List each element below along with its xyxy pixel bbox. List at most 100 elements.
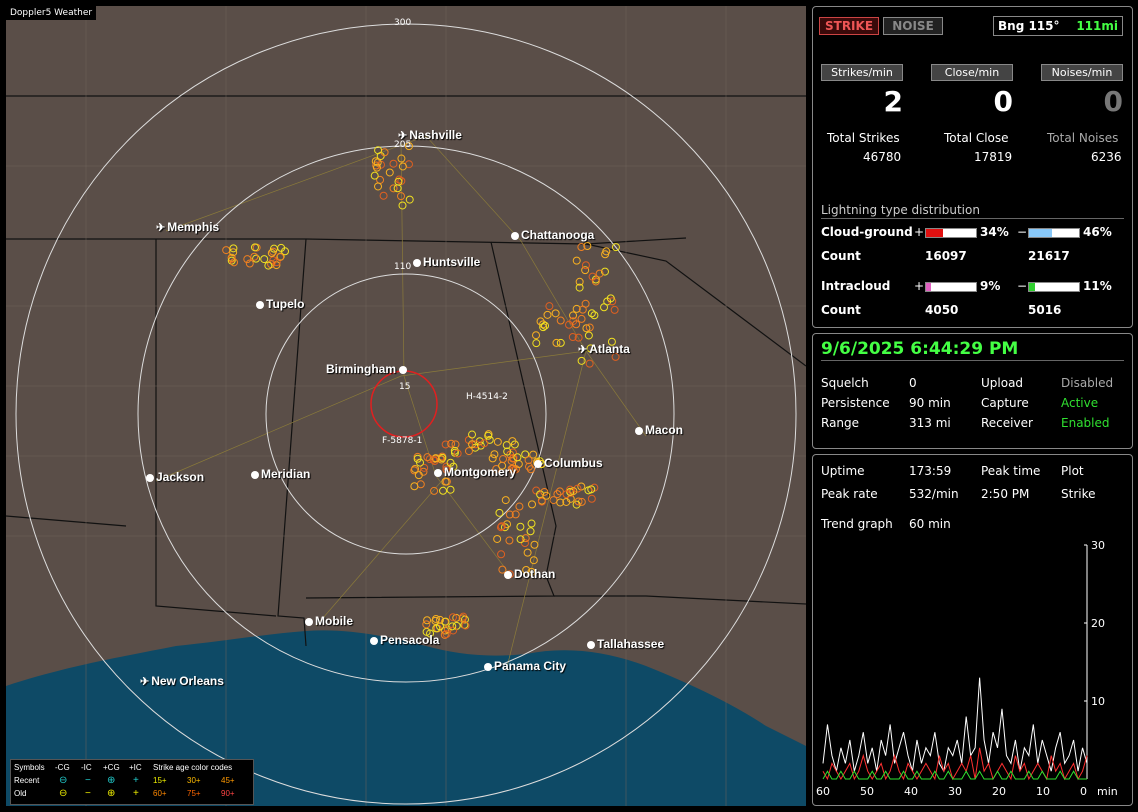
city-jackson: Jackson	[146, 470, 204, 484]
bearing-readout: Bng 115° 111mi	[993, 16, 1123, 36]
strike-marker	[426, 629, 435, 638]
strike-marker	[585, 359, 594, 368]
peak-rate-value: 532/min	[909, 487, 959, 501]
strike-marker	[370, 171, 379, 180]
city-dot-icon	[305, 617, 313, 626]
strike-marker	[468, 430, 477, 439]
strike-marker	[516, 522, 525, 531]
storm-track-label[interactable]: H-4514-2	[466, 392, 508, 402]
legend-col: +IC	[129, 763, 142, 772]
strike-marker	[566, 488, 575, 497]
strike-marker	[569, 311, 578, 320]
plus-icon: +	[133, 788, 139, 799]
receiver-value[interactable]: Enabled	[1061, 416, 1110, 430]
close-per-min-button[interactable]: Close/min	[931, 64, 1013, 81]
strike-mode-button[interactable]: STRIKE	[819, 17, 879, 35]
range-label: Range	[821, 416, 860, 430]
strike-marker	[260, 255, 269, 264]
cg-pos-pct: 34%	[980, 225, 1009, 239]
strike-marker	[451, 440, 460, 449]
ring-label-205: 205	[394, 140, 412, 150]
city-dot-icon	[146, 473, 154, 482]
strike-marker	[446, 485, 455, 494]
total-strikes-label: Total Strikes	[827, 131, 900, 145]
strike-marker	[575, 283, 584, 292]
strike-marker	[394, 177, 403, 186]
strike-marker	[562, 497, 571, 506]
legend-age: 30+	[187, 776, 201, 785]
strike-marker	[582, 324, 591, 333]
strike-marker	[441, 626, 450, 635]
strike-marker	[515, 502, 524, 511]
strike-marker	[585, 323, 594, 332]
strike-marker	[528, 500, 537, 509]
strike-marker	[508, 448, 517, 457]
strike-marker	[468, 440, 477, 449]
ic-count-label: Count	[821, 303, 861, 317]
ic-pos-bar	[925, 282, 977, 292]
city-dot-icon	[504, 570, 512, 579]
strike-marker	[447, 439, 456, 448]
ic-pos-pct: 9%	[980, 279, 1001, 293]
strike-marker	[529, 450, 538, 459]
strike-marker	[524, 456, 533, 465]
upload-value[interactable]: Disabled	[1061, 376, 1114, 390]
strike-marker	[410, 482, 419, 491]
legend-age: 90+	[221, 789, 235, 798]
city-panama-city: Panama City	[484, 659, 566, 673]
trend-series-line	[822, 770, 1087, 780]
strike-marker	[425, 455, 434, 464]
noises-per-min-value: 0	[1103, 85, 1123, 118]
close-per-min-value: 0	[993, 85, 1013, 118]
city-mobile: Mobile	[305, 614, 353, 628]
date-time: 9/6/2025 6:44:29 PM	[821, 339, 1019, 359]
airport-icon: ✈	[578, 344, 588, 356]
city-atlanta: ✈ Atlanta	[578, 342, 630, 356]
legend-symbols-label: Symbols	[14, 763, 45, 772]
strike-marker	[545, 302, 554, 311]
strike-marker	[551, 309, 560, 318]
strike-marker	[250, 243, 259, 252]
city-columbus: Columbus	[534, 456, 603, 470]
bar-fill	[1029, 283, 1035, 291]
city-memphis: ✈ Memphis	[156, 220, 220, 234]
strike-marker	[556, 338, 565, 347]
strike-marker	[507, 456, 516, 465]
plot-value[interactable]: Strike	[1061, 487, 1096, 501]
squelch-value[interactable]: 0	[909, 376, 917, 390]
city-birmingham: Birmingham	[326, 362, 409, 376]
trend-window-value[interactable]: 60 min	[909, 517, 951, 531]
trend-panel: Uptime 173:59 Peak time Plot Peak rate 5…	[812, 454, 1133, 806]
strike-marker	[393, 184, 402, 193]
legend-col: +CG	[103, 763, 120, 772]
ring-label-110: 110	[394, 262, 412, 272]
storm-track-label[interactable]: F-5878-1	[382, 436, 423, 446]
strike-marker	[252, 254, 261, 263]
strike-marker	[522, 565, 531, 574]
strike-marker	[499, 455, 508, 464]
bar-fill	[926, 283, 931, 291]
lightning-map[interactable]: Doppler5 Weather 300 205 110 15 ✈ Nashvil…	[6, 6, 806, 806]
strike-marker	[431, 614, 440, 623]
strikes-per-min-button[interactable]: Strikes/min	[821, 64, 903, 81]
persistence-value[interactable]: 90 min	[909, 396, 951, 410]
noise-mode-button[interactable]: NOISE	[883, 17, 943, 35]
city-meridian: Meridian	[251, 467, 310, 481]
strike-marker	[611, 243, 620, 252]
strike-marker	[222, 246, 231, 255]
strike-marker	[581, 266, 590, 275]
cg-pos-count: 16097	[925, 249, 967, 263]
cg-pos-bar	[925, 228, 977, 238]
strike-marker	[423, 453, 432, 462]
bar-fill	[926, 229, 943, 237]
cg-neg-sign: −	[1017, 225, 1028, 239]
strike-marker	[542, 491, 551, 500]
legend-col: -CG	[55, 763, 70, 772]
strike-markers	[222, 142, 620, 639]
strike-marker	[243, 255, 252, 264]
strike-marker	[230, 258, 239, 267]
capture-value[interactable]: Active	[1061, 396, 1099, 410]
range-value[interactable]: 313 mi	[909, 416, 951, 430]
strike-marker	[575, 277, 584, 286]
noises-per-min-button[interactable]: Noises/min	[1041, 64, 1123, 81]
